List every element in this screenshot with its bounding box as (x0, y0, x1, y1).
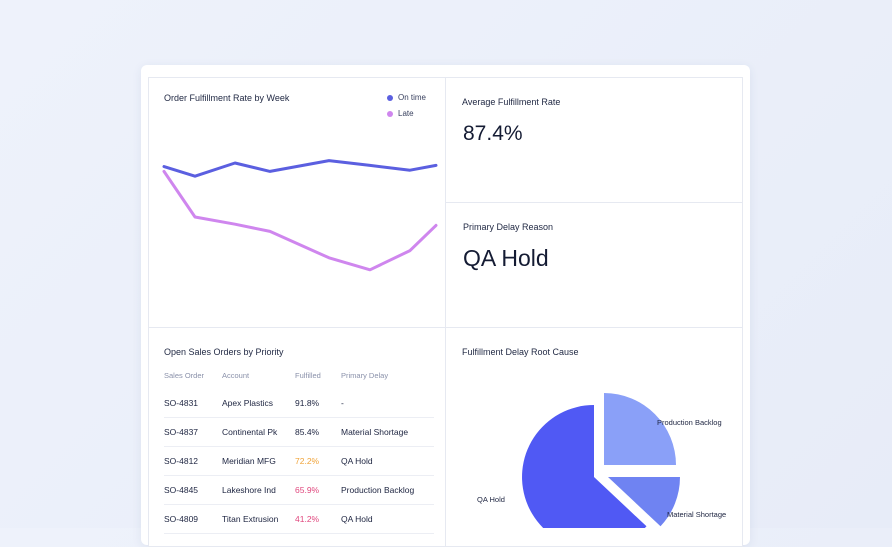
delay-cell: Material Shortage (341, 417, 434, 447)
table-row[interactable]: SO-4809 Titan Extrusion 41.2% QA Hold (164, 504, 434, 534)
fulfilled-cell: 41.2% (295, 504, 341, 534)
legend-swatch (387, 94, 393, 101)
account-cell: Titan Extrusion (222, 504, 295, 534)
order-cell: SO-4837 (164, 417, 222, 447)
pie-label-qa-hold: QA Hold (477, 495, 505, 504)
legend-swatch (387, 110, 393, 117)
order-cell: SO-4831 (164, 389, 222, 418)
panel-title: Fulfillment Delay Root Cause (462, 347, 579, 357)
panel-title: Open Sales Orders by Priority (164, 347, 284, 357)
table-row[interactable]: SO-4837 Continental Pk 85.4% Material Short… (164, 417, 434, 447)
column-header: Sales Order (164, 371, 205, 380)
pie-label-material-shortage: Material Shortage (667, 510, 727, 519)
fulfilled-cell: 91.8% (295, 389, 341, 418)
panel-title: Average Fulfillment Rate (462, 97, 561, 107)
table-row[interactable]: SO-4831 Apex Plastics 91.8% - (164, 389, 434, 418)
primary-delay-value: QA Hold (463, 245, 549, 271)
delay-cell: Production Backlog (341, 475, 434, 505)
orders-table: Sales Order Account Fulfilled Primary De… (164, 371, 434, 534)
primary-delay-panel: Primary Delay Reason QA Hold (445, 202, 743, 328)
order-cell: SO-4809 (164, 504, 222, 534)
column-header: Account (222, 371, 250, 380)
delay-cell: - (341, 389, 434, 418)
order-cell: SO-4845 (164, 475, 222, 505)
fulfilled-cell: 65.9% (295, 475, 341, 505)
fulfilled-cell: 72.2% (295, 446, 341, 476)
account-cell: Apex Plastics (222, 389, 295, 418)
account-cell: Lakeshore Ind (222, 475, 295, 505)
pie-chart (522, 393, 680, 528)
column-header: Fulfilled (295, 371, 321, 380)
average-rate-value: 87.4% (463, 122, 523, 145)
average-rate-panel: Average Fulfillment Rate 87.4% (445, 77, 743, 203)
series-line-on-time (162, 159, 438, 178)
series-line-late (162, 169, 438, 272)
legend-item-on-time: On time (387, 93, 426, 102)
panel-title: Primary Delay Reason (463, 222, 554, 232)
legend-label: Late (398, 109, 414, 118)
fulfillment-rate-panel: Order Fulfillment Rate by Week On time L… (148, 77, 446, 328)
delay-cell: QA Hold (341, 446, 434, 476)
open-orders-panel: Open Sales Orders by Priority Sales Orde… (148, 327, 446, 547)
delay-root-cause-panel: Fulfillment Delay Root Cause Production … (445, 327, 743, 547)
pie-slice-production-backlog (604, 393, 676, 465)
table-row[interactable]: SO-4812 Meridian MFG 72.2% QA Hold (164, 446, 434, 476)
panel-title: Order Fulfillment Rate by Week (164, 93, 290, 103)
table-row[interactable]: SO-4845 Lakeshore Ind 65.9% Production Back… (164, 475, 434, 505)
column-header: Primary Delay (341, 371, 389, 380)
delay-cell: QA Hold (341, 504, 434, 534)
order-cell: SO-4812 (164, 446, 222, 476)
account-cell: Continental Pk (222, 417, 295, 447)
table-header-row: Sales Order Account Fulfilled Primary De… (164, 371, 434, 389)
account-cell: Meridian MFG (222, 446, 295, 476)
fulfilled-cell: 85.4% (295, 417, 341, 447)
legend-item-late: Late (387, 109, 414, 118)
pie-slice-qa-hold (522, 405, 647, 528)
pie-label-production-backlog: Production Backlog (657, 418, 722, 427)
line-chart (162, 159, 438, 272)
legend-label: On time (398, 93, 427, 102)
pie-slice-material-shortage (608, 477, 680, 527)
